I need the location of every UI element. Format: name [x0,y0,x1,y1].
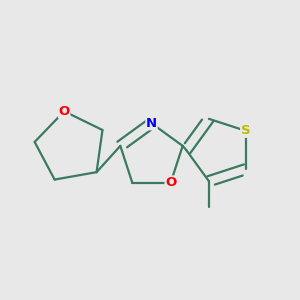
Text: O: O [165,176,176,189]
Text: N: N [146,117,157,130]
Text: O: O [58,105,70,118]
Text: S: S [241,124,250,137]
